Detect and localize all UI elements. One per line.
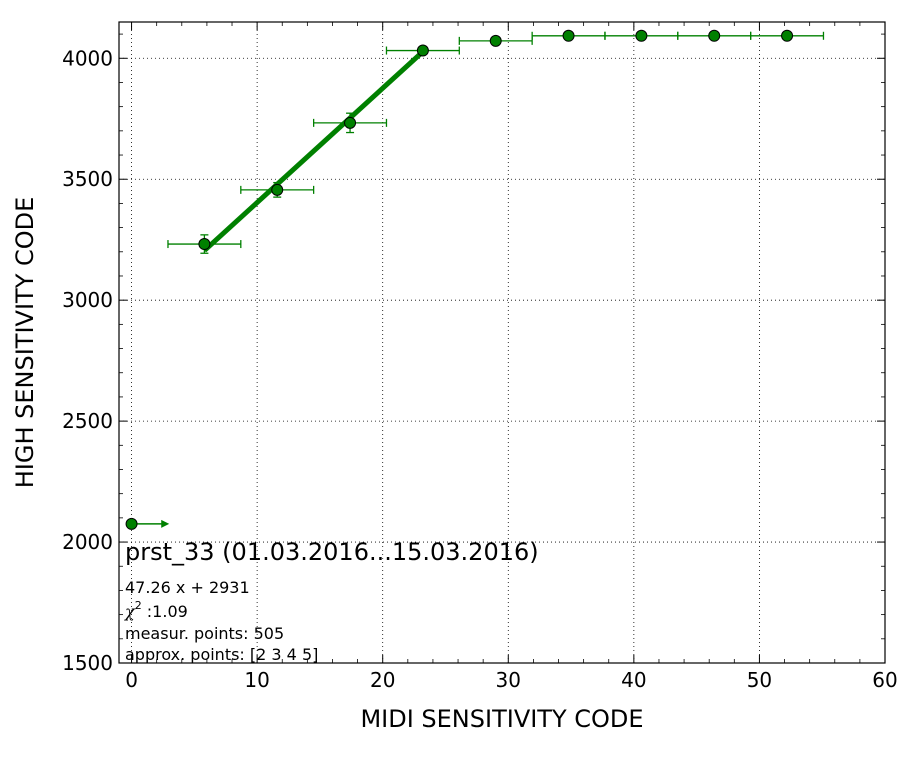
- x-tick-label: 30: [496, 668, 521, 692]
- annotation-approx-points: approx. points: [2 3 4 5]: [125, 645, 318, 664]
- data-point: [781, 29, 794, 42]
- data-point: [125, 517, 138, 530]
- x-tick-label: 0: [125, 668, 138, 692]
- x-tick-label: 10: [244, 668, 269, 692]
- chi2-value: :1.09: [142, 602, 188, 621]
- x-tick-label: 60: [872, 668, 897, 692]
- data-point: [562, 29, 575, 42]
- data-point: [416, 44, 429, 57]
- y-axis-label: HIGH SENSITIVITY CODE: [11, 197, 39, 489]
- annotation-equation: 47.26 x + 2931: [125, 578, 250, 597]
- x-tick-label: 40: [621, 668, 646, 692]
- annotation-title: prst_33 (01.03.2016...15.03.2016): [125, 538, 539, 566]
- data-point: [198, 238, 211, 251]
- limit-arrow-head: [161, 519, 170, 528]
- data-point: [635, 29, 648, 42]
- y-tick-label: 3500: [62, 167, 113, 191]
- data-point: [344, 116, 357, 129]
- data-point: [271, 183, 284, 196]
- grid-layer: [119, 22, 885, 663]
- ticks-layer: [119, 22, 886, 664]
- annotation-measur-points: measur. points: 505: [125, 624, 284, 643]
- chi2-symbol: χ: [124, 602, 136, 621]
- data-point: [708, 29, 721, 42]
- fit-line: [202, 49, 425, 253]
- points-layer: [125, 29, 794, 530]
- y-tick-label: 4000: [62, 46, 113, 70]
- data-point: [489, 34, 502, 47]
- x-axis-label: MIDI SENSITIVITY CODE: [360, 705, 643, 733]
- y-tick-label: 2000: [62, 530, 113, 554]
- chi2-superscript: 2: [135, 599, 142, 612]
- fit-layer: [202, 49, 425, 253]
- y-tick-label: 3000: [62, 288, 113, 312]
- y-tick-label: 1500: [62, 651, 113, 675]
- tick-label-layer: 0 10 20 30 40 50 60 1500 2000 2500 3000 3500 4000: [62, 46, 898, 692]
- y-tick-label: 2500: [62, 409, 113, 433]
- plot-frame: [118, 21, 886, 664]
- x-tick-label: 20: [370, 668, 395, 692]
- annotation-chi2: χ2 :1.09: [124, 599, 188, 621]
- x-tick-label: 50: [747, 668, 772, 692]
